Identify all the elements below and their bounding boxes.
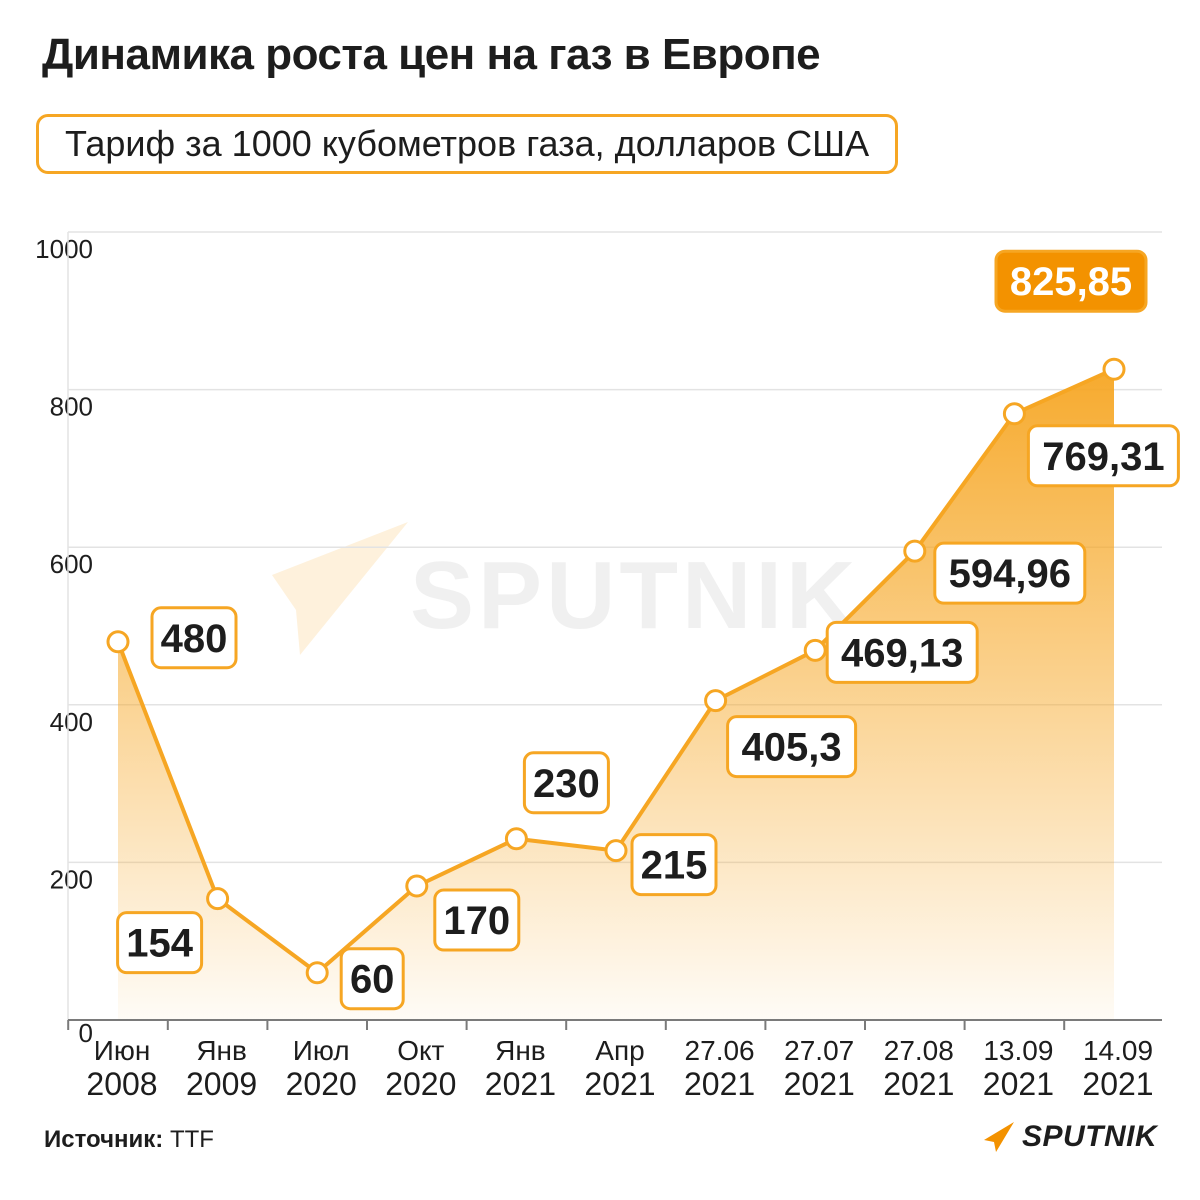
data-label: 469,13 xyxy=(841,631,963,675)
data-label-box xyxy=(1026,424,1180,488)
area-layer xyxy=(118,369,1114,1020)
x-tick-label-line1: 27.07 xyxy=(784,1035,854,1066)
x-tick-label-line2: 2008 xyxy=(86,1066,157,1102)
data-label: 405,3 xyxy=(742,726,842,770)
sputnik-logo: SPUTNIK xyxy=(982,1120,1157,1154)
area-fill xyxy=(118,369,1114,1020)
x-tick-label-line2: 2021 xyxy=(1082,1066,1153,1102)
data-label-box xyxy=(933,541,1087,605)
x-tick-label-line1: Июл xyxy=(293,1035,350,1066)
data-point xyxy=(1002,402,1026,426)
source-note: Источник: TTF xyxy=(44,1126,214,1154)
y-tick-label: 600 xyxy=(50,549,93,579)
axis-layer: 02004006008001000Июн2008Янв2009Июл2020Ок… xyxy=(35,232,1162,1102)
data-point xyxy=(604,839,628,863)
data-label-box xyxy=(339,947,405,1011)
chart-subtitle-text: Тариф за 1000 кубометров газа, долларов … xyxy=(65,123,870,164)
data-label-box xyxy=(150,606,238,670)
data-point xyxy=(803,638,827,662)
watermark: SPUTNIK xyxy=(272,522,859,655)
y-tick-label: 200 xyxy=(50,864,93,894)
data-label-box xyxy=(994,249,1148,313)
x-tick-label-line1: Янв xyxy=(196,1035,247,1066)
x-tick-label-line1: Апр xyxy=(595,1035,644,1066)
data-label-box xyxy=(116,911,204,975)
data-label: 480 xyxy=(161,617,228,661)
x-tick-label-line2: 2021 xyxy=(684,1066,755,1102)
x-tick-label-line2: 2009 xyxy=(186,1066,257,1102)
y-tick-label: 0 xyxy=(79,1018,93,1048)
data-label-box xyxy=(433,888,521,952)
x-tick-label-line1: Июн xyxy=(94,1035,151,1066)
data-point xyxy=(504,827,528,851)
x-tick-label-line1: 27.08 xyxy=(884,1035,954,1066)
data-point xyxy=(206,887,230,911)
x-tick-label-line2: 2021 xyxy=(485,1066,556,1102)
y-tick-label: 1000 xyxy=(35,234,93,264)
data-point xyxy=(405,874,429,898)
source-value: TTF xyxy=(169,1126,214,1153)
x-tick-label-line2: 2020 xyxy=(385,1066,456,1102)
data-label-box xyxy=(726,715,858,779)
watermark-arrow-icon xyxy=(272,522,408,655)
data-point xyxy=(305,961,329,985)
data-label: 230 xyxy=(533,762,600,806)
points-layer xyxy=(106,357,1126,985)
data-label: 154 xyxy=(126,922,193,966)
x-tick-label-line2: 2021 xyxy=(883,1066,954,1102)
x-tick-label-line2: 2021 xyxy=(983,1066,1054,1102)
source-label: Источник: xyxy=(44,1126,164,1153)
x-tick-label-line1: 27.06 xyxy=(685,1035,755,1066)
data-label-box xyxy=(522,751,610,815)
labels-layer: 480 154 60 170 230 215 405,3 469,13 594,96 769,31… xyxy=(116,249,1180,1011)
data-label: 215 xyxy=(641,844,708,888)
chart-title: Динамика роста цен на газ в Европе xyxy=(42,30,821,79)
data-point xyxy=(1102,357,1126,381)
sputnik-arrow-icon xyxy=(984,1122,1014,1152)
x-tick-label-line2: 2020 xyxy=(286,1066,357,1102)
x-tick-label-line1: 14.09 xyxy=(1083,1035,1153,1066)
data-point xyxy=(106,630,130,654)
data-label: 825,85 xyxy=(1010,260,1132,304)
data-point xyxy=(704,689,728,713)
x-tick-label-line2: 2021 xyxy=(784,1066,855,1102)
data-label: 170 xyxy=(443,899,510,943)
x-tick-label-line2: 2021 xyxy=(584,1066,655,1102)
logo-text: SPUTNIK xyxy=(1022,1120,1158,1153)
x-tick-label-line1: Янв xyxy=(495,1035,546,1066)
data-point xyxy=(903,539,927,563)
watermark-text: SPUTNIK xyxy=(410,542,859,649)
y-tick-label: 800 xyxy=(50,392,93,422)
chart-subtitle: Тариф за 1000 кубометров газа, долларов … xyxy=(36,114,899,174)
data-label: 594,96 xyxy=(949,552,1071,596)
y-tick-label: 400 xyxy=(50,707,93,737)
x-tick-label-line1: 13.09 xyxy=(983,1035,1053,1066)
data-label: 769,31 xyxy=(1042,435,1164,479)
data-label-box xyxy=(630,833,718,897)
data-label: 60 xyxy=(350,958,395,1002)
x-tick-label-line1: Окт xyxy=(397,1035,444,1066)
data-label-box xyxy=(825,620,979,684)
